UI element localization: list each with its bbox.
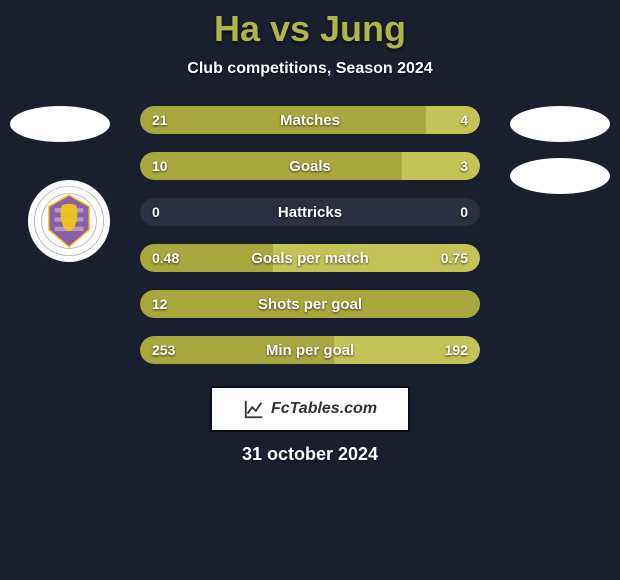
stat-value-right: 192 xyxy=(445,336,468,364)
stat-row: 21Matches4 xyxy=(140,106,480,134)
stat-label: Goals xyxy=(140,152,480,180)
stat-row: 0Hattricks0 xyxy=(140,198,480,226)
player-left-avatar-placeholder xyxy=(10,106,110,142)
stat-row: 0.48Goals per match0.75 xyxy=(140,244,480,272)
stat-row: 253Min per goal192 xyxy=(140,336,480,364)
stat-row: 10Goals3 xyxy=(140,152,480,180)
stat-label: Min per goal xyxy=(140,336,480,364)
stat-value-right: 3 xyxy=(460,152,468,180)
stat-label: Goals per match xyxy=(140,244,480,272)
stat-label: Matches xyxy=(140,106,480,134)
player-right-avatar-placeholder-2 xyxy=(510,158,610,194)
stat-value-right: 4 xyxy=(460,106,468,134)
player-right-avatar-placeholder-1 xyxy=(510,106,610,142)
page-subtitle: Club competitions, Season 2024 xyxy=(0,60,620,78)
chart-icon xyxy=(243,398,265,420)
stat-value-right: 0 xyxy=(460,198,468,226)
stat-label: Hattricks xyxy=(140,198,480,226)
club-badge-icon xyxy=(33,185,105,257)
fctables-logo-text: FcTables.com xyxy=(271,400,377,418)
footer-date: 31 october 2024 xyxy=(0,444,620,465)
page-title: Ha vs Jung xyxy=(0,0,620,50)
fctables-logo: FcTables.com xyxy=(210,386,410,432)
stat-value-right: 0.75 xyxy=(441,244,468,272)
stat-label: Shots per goal xyxy=(140,290,480,318)
club-badge xyxy=(28,180,110,262)
stat-row: 12Shots per goal xyxy=(140,290,480,318)
